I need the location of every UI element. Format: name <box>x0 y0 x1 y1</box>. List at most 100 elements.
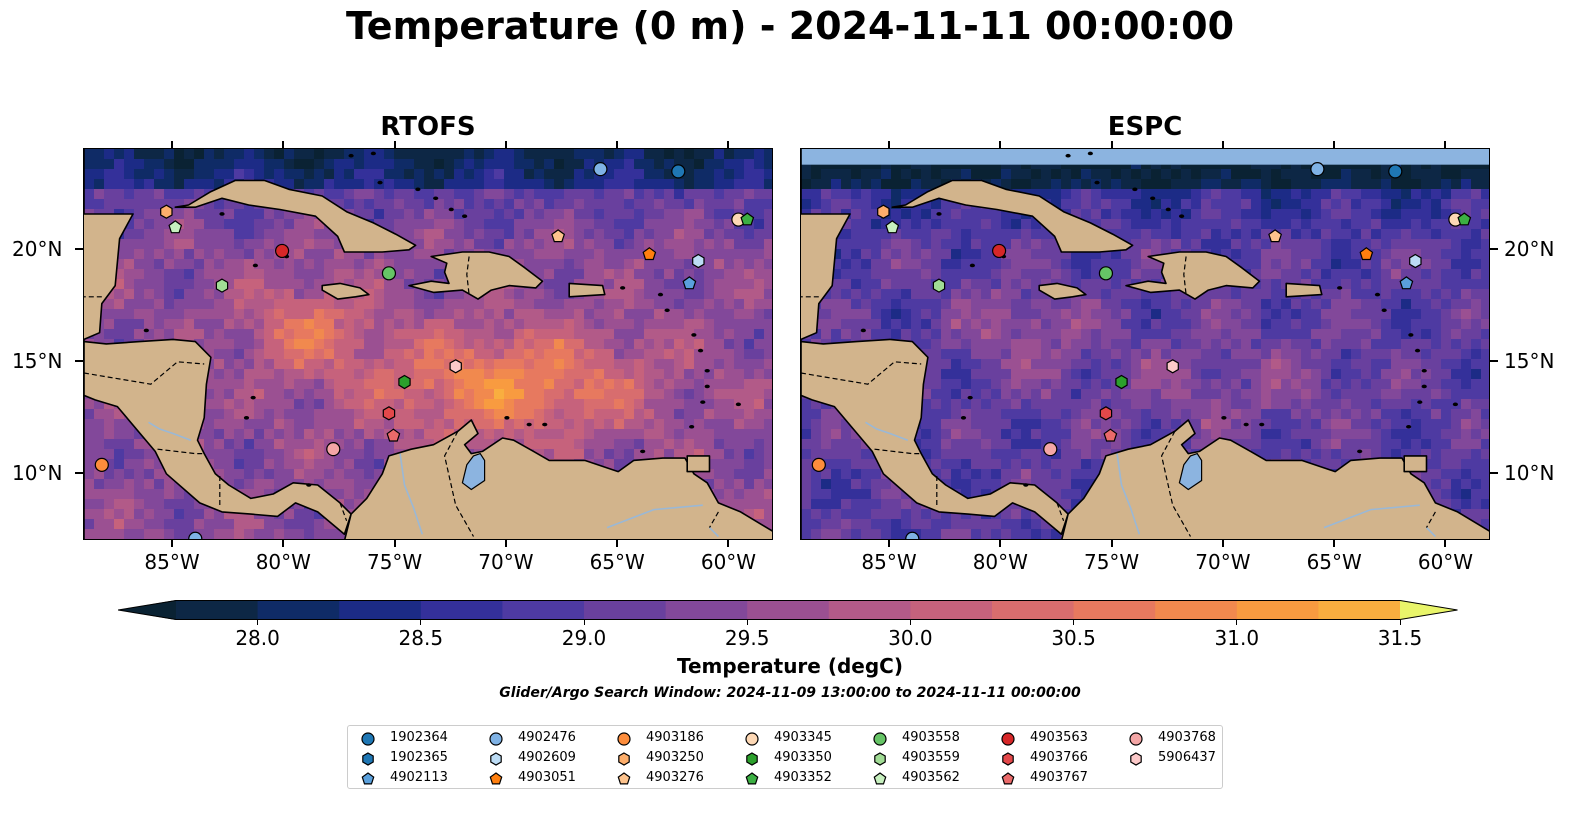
float-marker-4903559[interactable] <box>932 278 946 293</box>
colorbar-bin <box>584 600 667 620</box>
float-marker-4902476[interactable] <box>1310 162 1325 177</box>
float-marker-4902476[interactable] <box>593 162 608 177</box>
colorbar-label: Temperature (degC) <box>677 654 903 678</box>
lon-tick-mark <box>1444 540 1447 547</box>
legend-label: 4903250 <box>646 750 704 765</box>
legend-marker-5906437[interactable] <box>1130 752 1142 766</box>
legend-marker-4903352[interactable] <box>745 772 759 785</box>
hexagon-marker-icon <box>1130 752 1142 766</box>
legend-marker-4903250[interactable] <box>618 752 630 766</box>
colorbar-tick-mark <box>1236 620 1238 625</box>
legend-label: 1902364 <box>390 730 448 745</box>
float-marker-4902476[interactable] <box>188 531 203 540</box>
float-marker-4902609[interactable] <box>692 253 705 269</box>
lon-tick-mark <box>999 141 1002 148</box>
float-marker-5906437[interactable] <box>1166 359 1179 374</box>
lon-tick-label: 60°W <box>700 550 757 574</box>
lon-tick-mark <box>1333 540 1336 547</box>
circle-marker-icon <box>1129 732 1143 746</box>
float-marker-4903352[interactable] <box>1457 212 1472 226</box>
lon-tick-mark <box>616 540 619 547</box>
colorbar-tick-label: 31.0 <box>1214 626 1260 650</box>
legend-marker-4902476[interactable] <box>489 732 503 746</box>
float-marker-4903276[interactable] <box>1268 229 1283 243</box>
circle-marker-icon <box>361 732 375 746</box>
colorbar-bin <box>828 600 911 620</box>
float-marker-4903766[interactable] <box>1099 406 1113 421</box>
legend-label: 4903345 <box>774 730 832 745</box>
float-marker-5906437[interactable] <box>449 359 462 374</box>
float-marker-4902113[interactable] <box>682 276 697 290</box>
hexagon-marker-icon <box>746 752 758 766</box>
float-marker-4903186[interactable] <box>94 457 109 472</box>
float-marker-4903766[interactable] <box>382 406 396 421</box>
float-marker-4902113[interactable] <box>1399 276 1414 290</box>
float-marker-4903186[interactable] <box>811 457 826 472</box>
lon-tick-mark <box>1110 141 1113 148</box>
legend-label: 4903767 <box>1030 770 1088 785</box>
lat-tick-mark <box>1490 247 1498 250</box>
legend-marker-4903767[interactable] <box>1001 772 1015 785</box>
float-marker-4903767[interactable] <box>1103 428 1118 442</box>
float-marker-4903768[interactable] <box>1043 442 1058 457</box>
float-marker-4903051[interactable] <box>642 247 657 261</box>
float-marker-4903768[interactable] <box>326 442 341 457</box>
hexagon-marker-icon <box>1002 752 1014 766</box>
float-marker-4902609[interactable] <box>1409 253 1422 269</box>
float-marker-4903558[interactable] <box>1098 266 1114 281</box>
float-marker-4903559[interactable] <box>215 278 229 293</box>
lon-tick-mark <box>393 141 396 148</box>
float-marker-4903276[interactable] <box>551 229 566 243</box>
legend-marker-4903186[interactable] <box>617 732 631 746</box>
legend-marker-4903559[interactable] <box>874 752 886 766</box>
lon-tick-label: 65°W <box>589 550 645 574</box>
hexagon-marker-icon <box>362 752 374 766</box>
legend-marker-4903766[interactable] <box>1002 752 1014 766</box>
float-marker-1902364[interactable] <box>1388 164 1403 179</box>
lat-tick-mark <box>75 359 83 362</box>
colorbar-tick-label: 31.5 <box>1377 626 1423 650</box>
float-marker-4903350[interactable] <box>398 374 411 390</box>
float-marker-4903562[interactable] <box>885 220 900 234</box>
legend-marker-4903051[interactable] <box>489 772 503 785</box>
float-marker-4902476[interactable] <box>905 531 920 540</box>
legend-marker-1902365[interactable] <box>362 752 374 766</box>
float-marker-1902364[interactable] <box>671 164 686 179</box>
circle-marker-icon <box>745 732 759 746</box>
figure-title: Temperature (0 m) - 2024-11-11 00:00:00 <box>345 4 1235 48</box>
legend-marker-4903558[interactable] <box>873 732 887 746</box>
lat-tick-label: 10°N <box>12 460 63 485</box>
float-marker-4903051[interactable] <box>1359 247 1374 261</box>
legend-label: 4903352 <box>774 770 832 785</box>
legend-marker-1902364[interactable] <box>361 732 375 746</box>
map-panel-rtofs[interactable] <box>83 148 773 540</box>
float-marker-4903563[interactable] <box>274 243 290 259</box>
colorbar-bin <box>339 600 422 620</box>
lon-tick-mark <box>282 540 285 547</box>
legend-marker-4902113[interactable] <box>361 772 375 785</box>
lon-tick-label: 85°W <box>144 550 200 574</box>
legend-marker-4903768[interactable] <box>1129 732 1143 746</box>
legend-label: 1902365 <box>390 750 448 765</box>
colorbar-tick-mark <box>909 620 911 625</box>
float-marker-4903352[interactable] <box>740 212 755 226</box>
colorbar-bin <box>502 600 585 620</box>
legend-marker-4902609[interactable] <box>490 752 502 766</box>
legend-label: 4903186 <box>646 730 704 745</box>
legend-label: 4903766 <box>1030 750 1088 765</box>
float-marker-4903350[interactable] <box>1115 374 1128 390</box>
legend-marker-4903563[interactable] <box>1001 732 1015 746</box>
float-marker-4903563[interactable] <box>991 243 1007 259</box>
lat-tick-mark <box>1490 359 1498 362</box>
colorbar-canvas <box>117 600 1458 620</box>
float-marker-4903250[interactable] <box>160 204 173 219</box>
map-panel-espc[interactable] <box>800 148 1490 540</box>
float-marker-4903558[interactable] <box>381 266 397 281</box>
legend-marker-4903350[interactable] <box>746 752 758 766</box>
legend-marker-4903345[interactable] <box>745 732 759 746</box>
legend-marker-4903562[interactable] <box>873 772 887 785</box>
float-marker-4903767[interactable] <box>386 428 401 442</box>
float-marker-4903250[interactable] <box>877 204 890 219</box>
legend-marker-4903276[interactable] <box>617 772 631 785</box>
float-marker-4903562[interactable] <box>168 220 183 234</box>
